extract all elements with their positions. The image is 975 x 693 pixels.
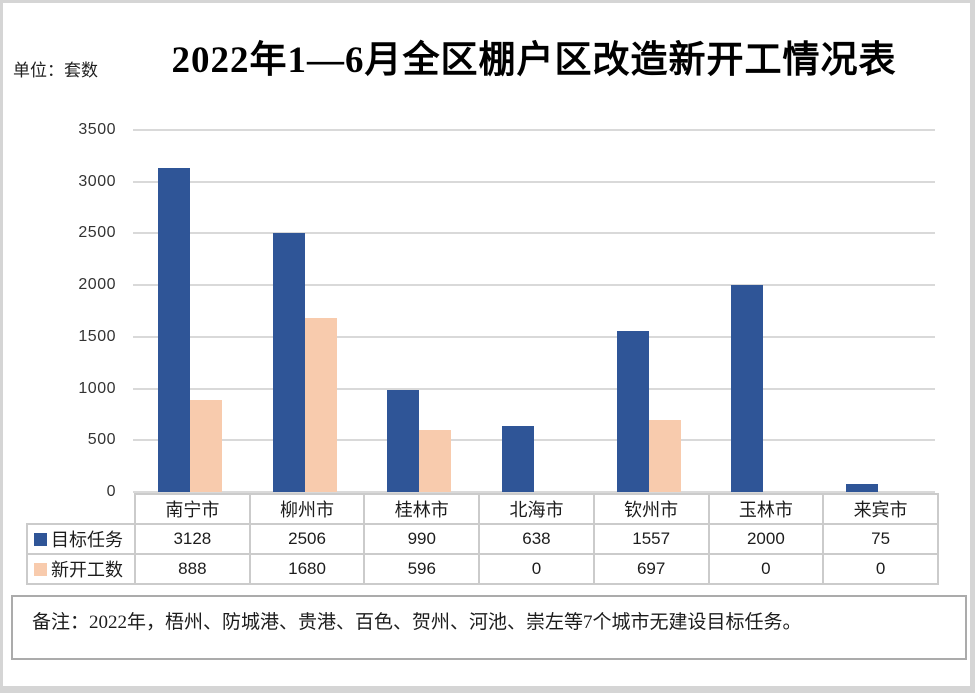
category-cell-2: 柳州市 bbox=[248, 493, 366, 525]
value-cell-s2-c4: 0 bbox=[478, 553, 595, 585]
plot-area bbox=[133, 129, 935, 493]
gridline-2000 bbox=[133, 284, 935, 287]
value-cell-s1-c3: 990 bbox=[363, 523, 481, 555]
bar-group-1 bbox=[133, 130, 248, 492]
gridline-1000 bbox=[133, 387, 935, 390]
note-box: 备注：2022年，梧州、防城港、贵港、百色、贺州、河池、崇左等7个城市无建设目标… bbox=[11, 595, 967, 660]
category-cell-5: 钦州市 bbox=[592, 493, 710, 525]
value-cell-s2-c1: 888 bbox=[134, 553, 251, 585]
bar-group-5 bbox=[591, 130, 706, 492]
value-cell-s2-c7: 0 bbox=[822, 553, 939, 585]
value-cell-s1-c1: 3128 bbox=[134, 523, 251, 555]
y-tick-label-500: 500 bbox=[87, 431, 116, 449]
bar-series1-cat2 bbox=[272, 233, 305, 492]
series-row-2: 新开工数 888 1680 596 0 697 0 0 bbox=[26, 553, 939, 585]
y-tick-label-3500: 3500 bbox=[78, 121, 116, 138]
legend-entry: 目标任务 bbox=[34, 526, 133, 552]
category-row: 南宁市 柳州市 桂林市 北海市 钦州市 玉林市 来宾市 bbox=[27, 493, 939, 525]
value-cell-s2-c3: 596 bbox=[363, 553, 481, 585]
bar-series1-cat4 bbox=[502, 426, 535, 492]
series-row-1: 目标任务 3128 2506 990 638 1557 2000 75 bbox=[26, 523, 939, 555]
category-cell-7: 来宾市 bbox=[822, 493, 939, 525]
gridline-1500 bbox=[133, 335, 935, 338]
legend-cell-2: 新开工数 bbox=[26, 553, 136, 585]
bar-series2-cat5 bbox=[648, 420, 681, 492]
bar-series1-cat5 bbox=[616, 331, 649, 492]
gridline-3000 bbox=[133, 180, 935, 183]
value-cell-s1-c4: 638 bbox=[478, 523, 595, 555]
bar-series2-cat2 bbox=[304, 318, 337, 492]
value-cell-s1-c6: 2000 bbox=[707, 523, 825, 555]
chart-title: 2022年1—6月全区棚户区改造新开工情况表 bbox=[171, 40, 897, 81]
value-cell-s2-c2: 1680 bbox=[248, 553, 366, 585]
y-tick-label-2500: 2500 bbox=[78, 224, 116, 242]
y-tick-label-0: 0 bbox=[106, 483, 116, 500]
bar-group-2 bbox=[248, 130, 363, 492]
bar-series1-cat7 bbox=[845, 484, 878, 492]
y-tick-label-1000: 1000 bbox=[78, 379, 116, 397]
category-cell-3: 桂林市 bbox=[363, 493, 481, 525]
bar-series1-cat6 bbox=[731, 285, 764, 492]
data-table: 南宁市 柳州市 桂林市 北海市 钦州市 玉林市 来宾市 目标任务 3128 2506 990 638 1… bbox=[26, 493, 939, 585]
unit-label: 单位：套数 bbox=[13, 61, 98, 80]
y-tick-label-2000: 2000 bbox=[78, 276, 116, 294]
bar-group-7 bbox=[820, 130, 935, 492]
legend-swatch-icon bbox=[34, 562, 47, 576]
bar-group-6 bbox=[706, 130, 821, 492]
bars-layer bbox=[133, 130, 935, 492]
category-cell-6: 玉林市 bbox=[707, 493, 825, 525]
bar-series1-cat3 bbox=[387, 390, 420, 492]
y-tick-label-1500: 1500 bbox=[78, 327, 116, 345]
legend-swatch-icon bbox=[34, 532, 47, 546]
bar-series1-cat1 bbox=[158, 168, 191, 492]
bar-group-4 bbox=[477, 130, 592, 492]
chart-data-table: 南宁市 柳州市 桂林市 北海市 钦州市 玉林市 来宾市 目标任务 3128 2506 990 638 1… bbox=[26, 493, 939, 585]
value-cell-s1-c2: 2506 bbox=[248, 523, 366, 555]
value-cell-s1-c5: 1557 bbox=[592, 523, 710, 555]
bar-group-3 bbox=[362, 130, 477, 492]
note-text: 备注：2022年，梧州、防城港、贵港、百色、贺州、河池、崇左等7个城市无建设目标… bbox=[32, 612, 802, 633]
value-cell-s2-c5: 697 bbox=[592, 553, 710, 585]
y-axis: 3500 3000 2500 2000 1500 1000 500 0 bbox=[3, 121, 116, 500]
gridline-3500 bbox=[133, 129, 935, 131]
bar-series2-cat1 bbox=[190, 400, 223, 492]
gridline-2500 bbox=[133, 232, 935, 235]
category-cell-1: 南宁市 bbox=[134, 493, 251, 525]
category-cell-4: 北海市 bbox=[478, 493, 595, 525]
legend-label: 目标任务 bbox=[51, 530, 123, 550]
gridline-0 bbox=[133, 491, 935, 493]
legend-label: 新开工数 bbox=[51, 560, 123, 580]
y-tick-label-3000: 3000 bbox=[78, 172, 116, 190]
legend-entry: 新开工数 bbox=[34, 556, 133, 582]
legend-cell-1: 目标任务 bbox=[26, 523, 136, 555]
value-cell-s1-c7: 75 bbox=[822, 523, 939, 555]
table-corner-blank bbox=[27, 494, 135, 524]
value-cell-s2-c6: 0 bbox=[707, 553, 825, 585]
bar-series2-cat3 bbox=[419, 430, 452, 492]
